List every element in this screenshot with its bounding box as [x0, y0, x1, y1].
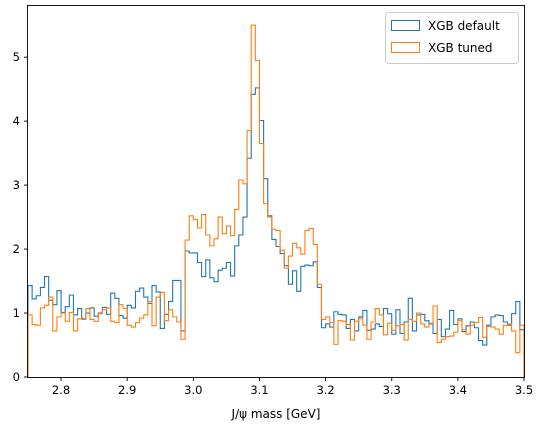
x-tick-label: 3.0 [184, 383, 202, 397]
y-tick-label: 5 [13, 50, 20, 64]
y-axis: 0 1 2 3 4 5 [13, 50, 28, 384]
y-tick-label: 1 [13, 306, 20, 320]
plot-frame [27, 5, 525, 378]
x-tick-label: 3.1 [250, 383, 268, 397]
series-layer [27, 24, 525, 377]
x-tick-label: 2.8 [52, 383, 70, 397]
legend-swatch-tuned [391, 42, 420, 53]
legend-label-tuned: XGB tuned [428, 41, 492, 55]
x-tick-label: 2.9 [118, 383, 136, 397]
x-axis: 2.8 2.9 3.0 3.1 3.2 3.3 3.4 3.5 [52, 377, 533, 397]
legend-swatch-default [391, 20, 420, 31]
x-tick-label: 3.4 [449, 383, 467, 397]
series-0-histogram [27, 87, 525, 377]
x-tick-label: 3.3 [383, 383, 401, 397]
y-tick-label: 3 [13, 178, 20, 192]
x-tick-label: 3.2 [316, 383, 334, 397]
y-tick-label: 0 [13, 370, 20, 384]
x-axis-label: J/ψ mass [GeV] [231, 407, 321, 421]
legend: XGB default XGB tuned [385, 12, 519, 64]
y-tick-label: 2 [13, 242, 20, 256]
x-tick-label: 3.5 [515, 383, 533, 397]
legend-box [385, 12, 519, 64]
series-1-histogram [27, 24, 525, 377]
legend-label-default: XGB default [428, 19, 500, 33]
y-tick-label: 4 [13, 114, 20, 128]
